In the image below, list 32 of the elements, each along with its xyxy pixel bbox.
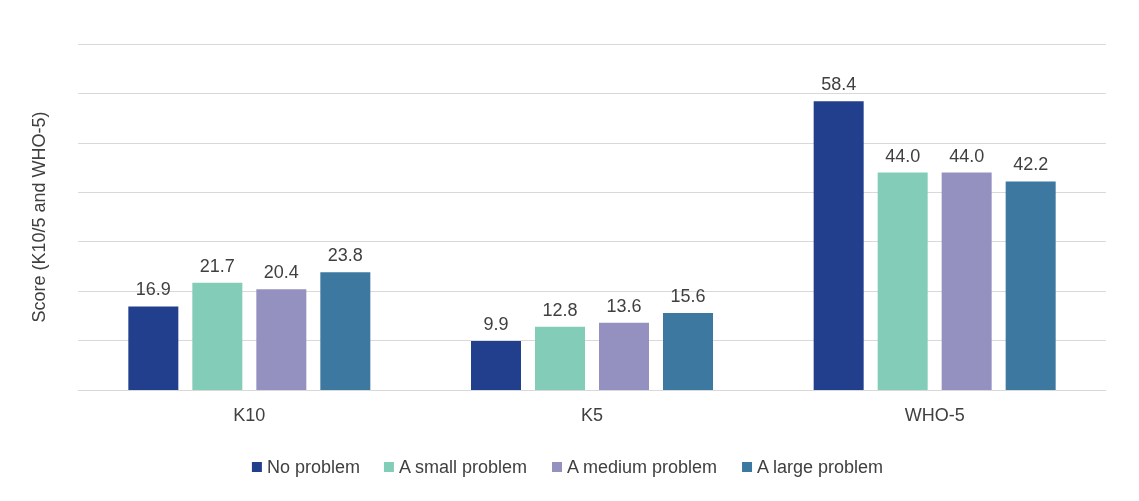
data-label: 23.8 — [327, 245, 363, 266]
legend-label: A medium problem — [566, 457, 718, 477]
data-label: 21.7 — [199, 255, 235, 276]
data-label: 42.2 — [1013, 154, 1049, 175]
data-label: 13.6 — [606, 295, 642, 316]
data-label: 44.0 — [949, 145, 985, 166]
bar — [192, 282, 243, 390]
bar — [1005, 181, 1056, 390]
bar — [877, 172, 928, 390]
data-label: 16.9 — [135, 279, 171, 300]
bar — [320, 272, 371, 390]
data-label: 12.8 — [542, 299, 578, 320]
legend-label: No problem — [266, 457, 360, 477]
x-tick-label: WHO-5 — [904, 405, 965, 425]
bar — [813, 101, 864, 390]
bar — [599, 322, 649, 390]
legend-label: A large problem — [757, 457, 884, 477]
data-label: 58.4 — [821, 74, 857, 95]
y-axis-title: Score (K10/5 and WHO-5) — [29, 111, 49, 323]
data-label: 9.9 — [483, 314, 509, 335]
legend-label: A small problem — [398, 457, 527, 477]
data-label: 44.0 — [885, 145, 921, 166]
data-label: 15.6 — [670, 285, 706, 306]
bar — [663, 312, 713, 390]
bar — [471, 341, 521, 390]
data-label: 20.4 — [263, 262, 299, 283]
bar — [941, 172, 992, 390]
bar — [128, 306, 179, 390]
x-tick-label: K5 — [580, 405, 604, 425]
bar — [256, 289, 307, 390]
bar — [535, 326, 585, 390]
x-tick-label: K10 — [233, 405, 266, 425]
